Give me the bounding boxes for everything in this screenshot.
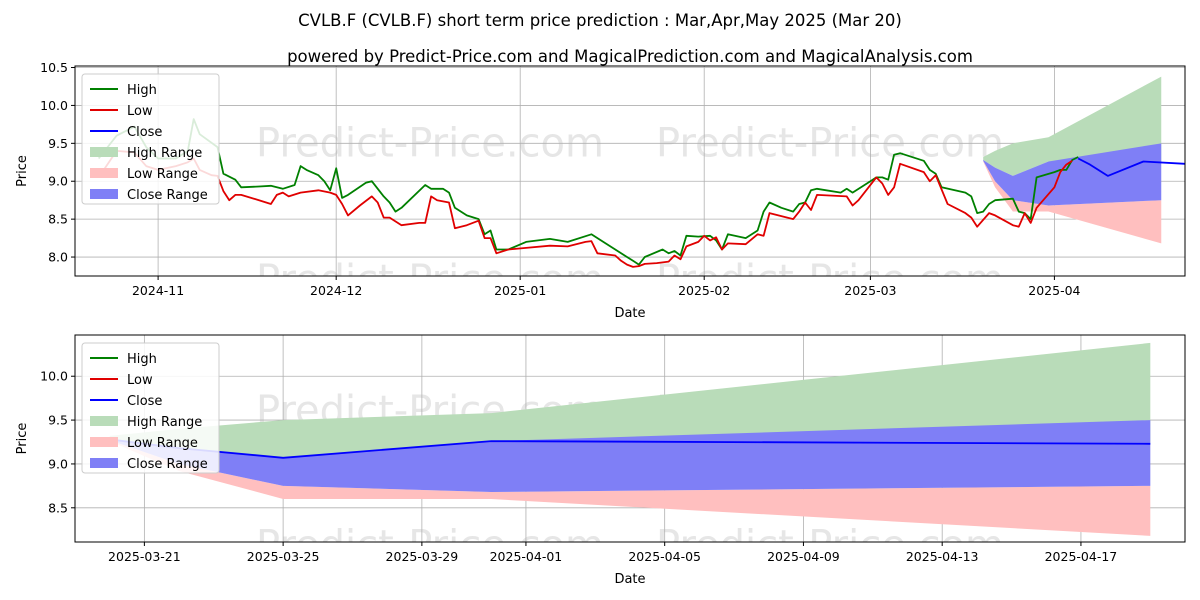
axes-frame: [74, 65, 1186, 277]
x-tick-label: 2025-04-13: [906, 549, 979, 564]
plot-area: [109, 342, 1151, 536]
y-axis-label: Price: [15, 155, 30, 187]
legend: High Low Close High Range Low Range Close Ran…: [81, 73, 220, 205]
x-tick-label: 2025-04-01: [490, 549, 563, 564]
y-tick-label: 9.5: [48, 413, 68, 428]
x-tick-label: 2025-02: [678, 283, 730, 298]
low-series-line: [97, 149, 1073, 268]
legend-label: Close Range: [127, 188, 208, 203]
legend-label: Low: [127, 373, 153, 388]
watermark-text: Predict-Price.com: [256, 523, 604, 569]
legend-label: Low Range: [127, 167, 198, 182]
x-tick-label: 2025-03: [844, 283, 896, 298]
y-tick-label: 10.5: [40, 60, 68, 75]
x-tick-label: 2024-12: [310, 283, 362, 298]
watermark-text: Predict-Price.com: [656, 523, 1004, 569]
legend-label: High: [127, 83, 157, 98]
x-tick-label: 2025-03-29: [386, 549, 459, 564]
legend-label: Low Range: [127, 436, 198, 451]
x-axis-label: Date: [614, 572, 645, 587]
high_range-legend-swatch: [90, 416, 118, 426]
x-axis-label: Date: [614, 306, 645, 321]
close_range-legend-swatch: [90, 458, 118, 468]
watermark-text: Predict-Price.com: [656, 257, 1004, 303]
close-range-band: [983, 143, 1162, 206]
chart-title: CVLB.F (CVLB.F) short term price predict…: [298, 11, 902, 30]
close-series-line: [1077, 157, 1185, 177]
x-tick-label: 2025-04-17: [1045, 549, 1118, 564]
close-range-band: [109, 420, 1151, 493]
y-tick-label: 10.0: [40, 98, 68, 113]
y-tick-label: 10.0: [40, 369, 68, 384]
x-tick-label: 2024-11: [132, 283, 184, 298]
axes-frame: [74, 334, 1186, 543]
y-axis-label: Price: [15, 423, 30, 455]
legend-label: High: [127, 352, 157, 367]
close_range-legend-swatch: [90, 189, 118, 199]
y-tick-label: 9.0: [48, 456, 68, 471]
chart-subtitle: powered by Predict-Price.com and Magical…: [287, 47, 973, 66]
legend-label: Close Range: [127, 457, 208, 472]
legend: High Low Close High Range Low Range Close Ran…: [81, 342, 220, 474]
watermark-text: Predict-Price.com: [256, 257, 604, 303]
y-tick-label: 8.5: [48, 212, 68, 227]
legend-label: High Range: [127, 415, 202, 430]
x-tick-label: 2025-04: [1028, 283, 1080, 298]
plot-area: [97, 76, 1185, 268]
y-tick-label: 8.0: [48, 250, 68, 265]
top-plot: Predict-Price.com Predict-Price.comPredic…: [15, 60, 1186, 321]
low-range-band: [109, 440, 1151, 536]
x-tick-label: 2025-03-21: [108, 549, 181, 564]
legend-label: High Range: [127, 146, 202, 161]
high_range-legend-swatch: [90, 147, 118, 157]
low-range-band: [983, 160, 1162, 244]
x-tick-label: 2025-04-09: [767, 549, 840, 564]
legend-label: Low: [127, 104, 153, 119]
low_range-legend-swatch: [90, 168, 118, 178]
x-tick-label: 2025-01: [494, 283, 546, 298]
x-tick-label: 2025-04-05: [628, 549, 701, 564]
legend-label: Close: [127, 394, 162, 409]
y-tick-label: 9.0: [48, 174, 68, 189]
legend-label: Close: [127, 125, 162, 140]
y-tick-label: 8.5: [48, 500, 68, 515]
low_range-legend-swatch: [90, 437, 118, 447]
y-tick-label: 9.5: [48, 136, 68, 151]
x-tick-label: 2025-03-25: [247, 549, 320, 564]
